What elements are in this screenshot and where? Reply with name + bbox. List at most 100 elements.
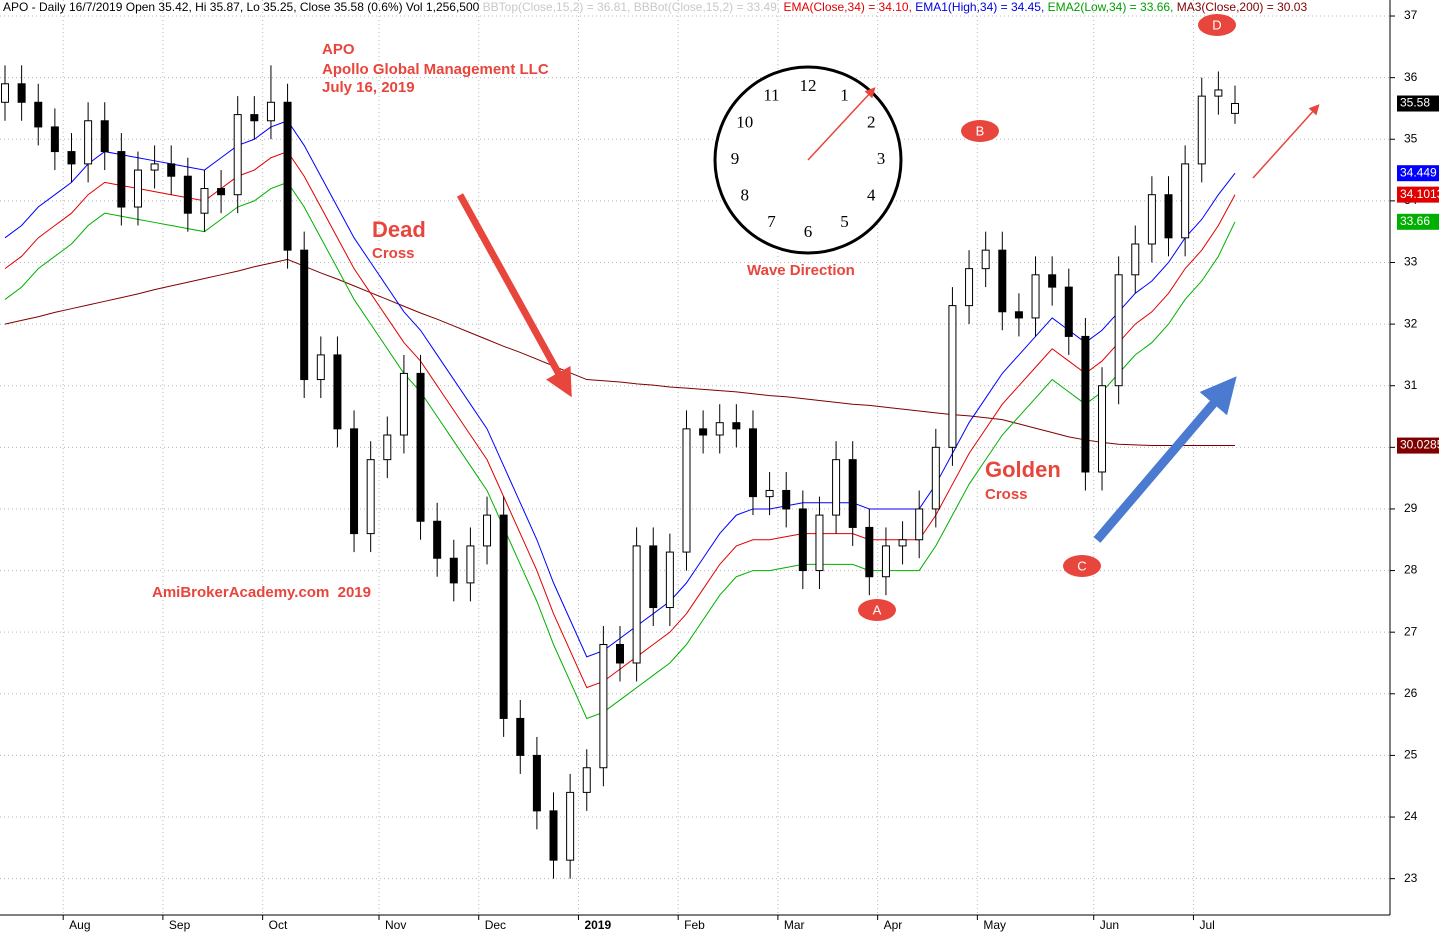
candle-body bbox=[67, 151, 76, 165]
x-tick-label: Nov bbox=[385, 918, 406, 932]
candle-body bbox=[1131, 243, 1140, 276]
candle-body bbox=[100, 120, 109, 153]
y-tick-label: 29 bbox=[1404, 501, 1418, 515]
candle-body bbox=[383, 434, 392, 461]
candle-body bbox=[516, 717, 525, 756]
indicator-line bbox=[4, 181, 1236, 720]
candle-body bbox=[1164, 194, 1173, 239]
candle-body bbox=[931, 446, 940, 510]
x-tick-label: Sep bbox=[169, 918, 191, 932]
candle-body bbox=[233, 114, 242, 196]
price-tag-label: 35.58 bbox=[1400, 96, 1430, 110]
candle-body bbox=[649, 545, 658, 609]
candle-body bbox=[316, 354, 325, 381]
candle-body bbox=[665, 551, 674, 609]
wave-marker bbox=[1198, 14, 1236, 36]
candle-body bbox=[449, 557, 458, 584]
candle-body bbox=[798, 508, 807, 572]
annotation: Golden bbox=[985, 457, 1061, 482]
annotation: Wave Direction bbox=[747, 262, 855, 279]
candle-body bbox=[300, 249, 309, 381]
candle-body bbox=[915, 508, 924, 541]
candle-body bbox=[832, 459, 841, 516]
candle-body bbox=[250, 114, 259, 122]
y-tick-label: 23 bbox=[1404, 871, 1418, 885]
header-segment: APO - Daily 16/7/2019 Open 35.42, Hi 35.… bbox=[3, 0, 483, 14]
direction-arrow bbox=[1252, 104, 1320, 179]
wave-marker bbox=[858, 599, 896, 621]
candle-body bbox=[898, 539, 907, 547]
x-tick-label: Jul bbox=[1199, 918, 1214, 932]
candle-body bbox=[117, 151, 126, 208]
candle-body bbox=[632, 545, 641, 664]
candle-body bbox=[1197, 95, 1206, 165]
candle-body bbox=[848, 459, 857, 528]
candle-body bbox=[34, 101, 43, 128]
annotation: Apollo Global Management LLC bbox=[322, 61, 549, 78]
header-segment: EMA(Close,34) = 34.10, bbox=[784, 0, 916, 14]
candle-body bbox=[1, 83, 9, 103]
candle-body bbox=[200, 188, 209, 214]
candle-body bbox=[167, 163, 176, 177]
x-tick-label: Apr bbox=[884, 918, 903, 932]
y-tick-label: 26 bbox=[1404, 686, 1418, 700]
price-tag-label: 30.0285 bbox=[1400, 438, 1444, 452]
candle-body bbox=[582, 767, 591, 793]
annotation: Dead bbox=[372, 217, 426, 242]
wave-marker bbox=[961, 120, 999, 142]
candle-body bbox=[532, 754, 541, 812]
candle-body bbox=[84, 120, 93, 165]
candle-body bbox=[17, 83, 26, 103]
annotation: AmiBrokerAcademy.com 2019 bbox=[152, 584, 371, 601]
candle-body bbox=[50, 126, 59, 153]
marks-layer bbox=[1, 65, 1239, 879]
y-tick-label: 28 bbox=[1404, 563, 1418, 577]
price-tag-label: 34.449 bbox=[1400, 165, 1437, 179]
clock-number: 6 bbox=[804, 222, 813, 241]
down-arrow bbox=[456, 193, 572, 398]
candle-body bbox=[815, 514, 824, 572]
candle-body bbox=[1147, 194, 1156, 245]
annotation: Cross bbox=[372, 245, 415, 262]
y-tick-label: 35 bbox=[1404, 131, 1418, 145]
x-tick-label: Oct bbox=[269, 918, 288, 932]
candle-body bbox=[881, 545, 890, 578]
candle-body bbox=[183, 175, 192, 214]
y-tick-label: 37 bbox=[1404, 8, 1418, 22]
candle-body bbox=[1081, 335, 1090, 473]
candle-body bbox=[150, 163, 159, 171]
candle-body bbox=[1231, 103, 1239, 114]
candle-body bbox=[433, 520, 442, 559]
wave-marker bbox=[1063, 555, 1101, 577]
header: APO - Daily 16/7/2019 Open 35.42, Hi 35.… bbox=[3, 0, 1307, 14]
y-tick-label: 36 bbox=[1404, 70, 1418, 84]
y-tick-label: 27 bbox=[1404, 624, 1418, 638]
candle-body bbox=[549, 810, 558, 861]
price-tag bbox=[1397, 186, 1439, 203]
candle-body bbox=[416, 372, 425, 522]
annotation: APO bbox=[322, 41, 355, 58]
header-segment: BBTop(Close,15,2) = 36.81, BBBot(Close,1… bbox=[483, 0, 784, 14]
clock-number: 2 bbox=[867, 112, 876, 131]
clock-number: 10 bbox=[736, 112, 753, 131]
candle-body bbox=[466, 545, 475, 584]
x-tick-label: Feb bbox=[684, 918, 705, 932]
candle-body bbox=[399, 372, 408, 436]
candle-body bbox=[948, 305, 957, 448]
x-tick-label: Mar bbox=[784, 918, 805, 932]
clock-number: 11 bbox=[763, 86, 779, 105]
candle-body bbox=[483, 514, 492, 547]
clock-number: 12 bbox=[800, 76, 817, 95]
candle-body bbox=[266, 101, 275, 122]
candle-body bbox=[133, 169, 142, 208]
up-arrow bbox=[1093, 376, 1237, 543]
price-tag bbox=[1397, 213, 1439, 230]
price-tag bbox=[1397, 437, 1439, 454]
candle-body bbox=[1098, 385, 1107, 473]
candle-body bbox=[998, 249, 1007, 313]
x-tick-label: Aug bbox=[69, 918, 90, 932]
clock-number: 7 bbox=[767, 212, 776, 231]
candle-body bbox=[1181, 163, 1190, 239]
candle-body bbox=[1048, 274, 1057, 288]
